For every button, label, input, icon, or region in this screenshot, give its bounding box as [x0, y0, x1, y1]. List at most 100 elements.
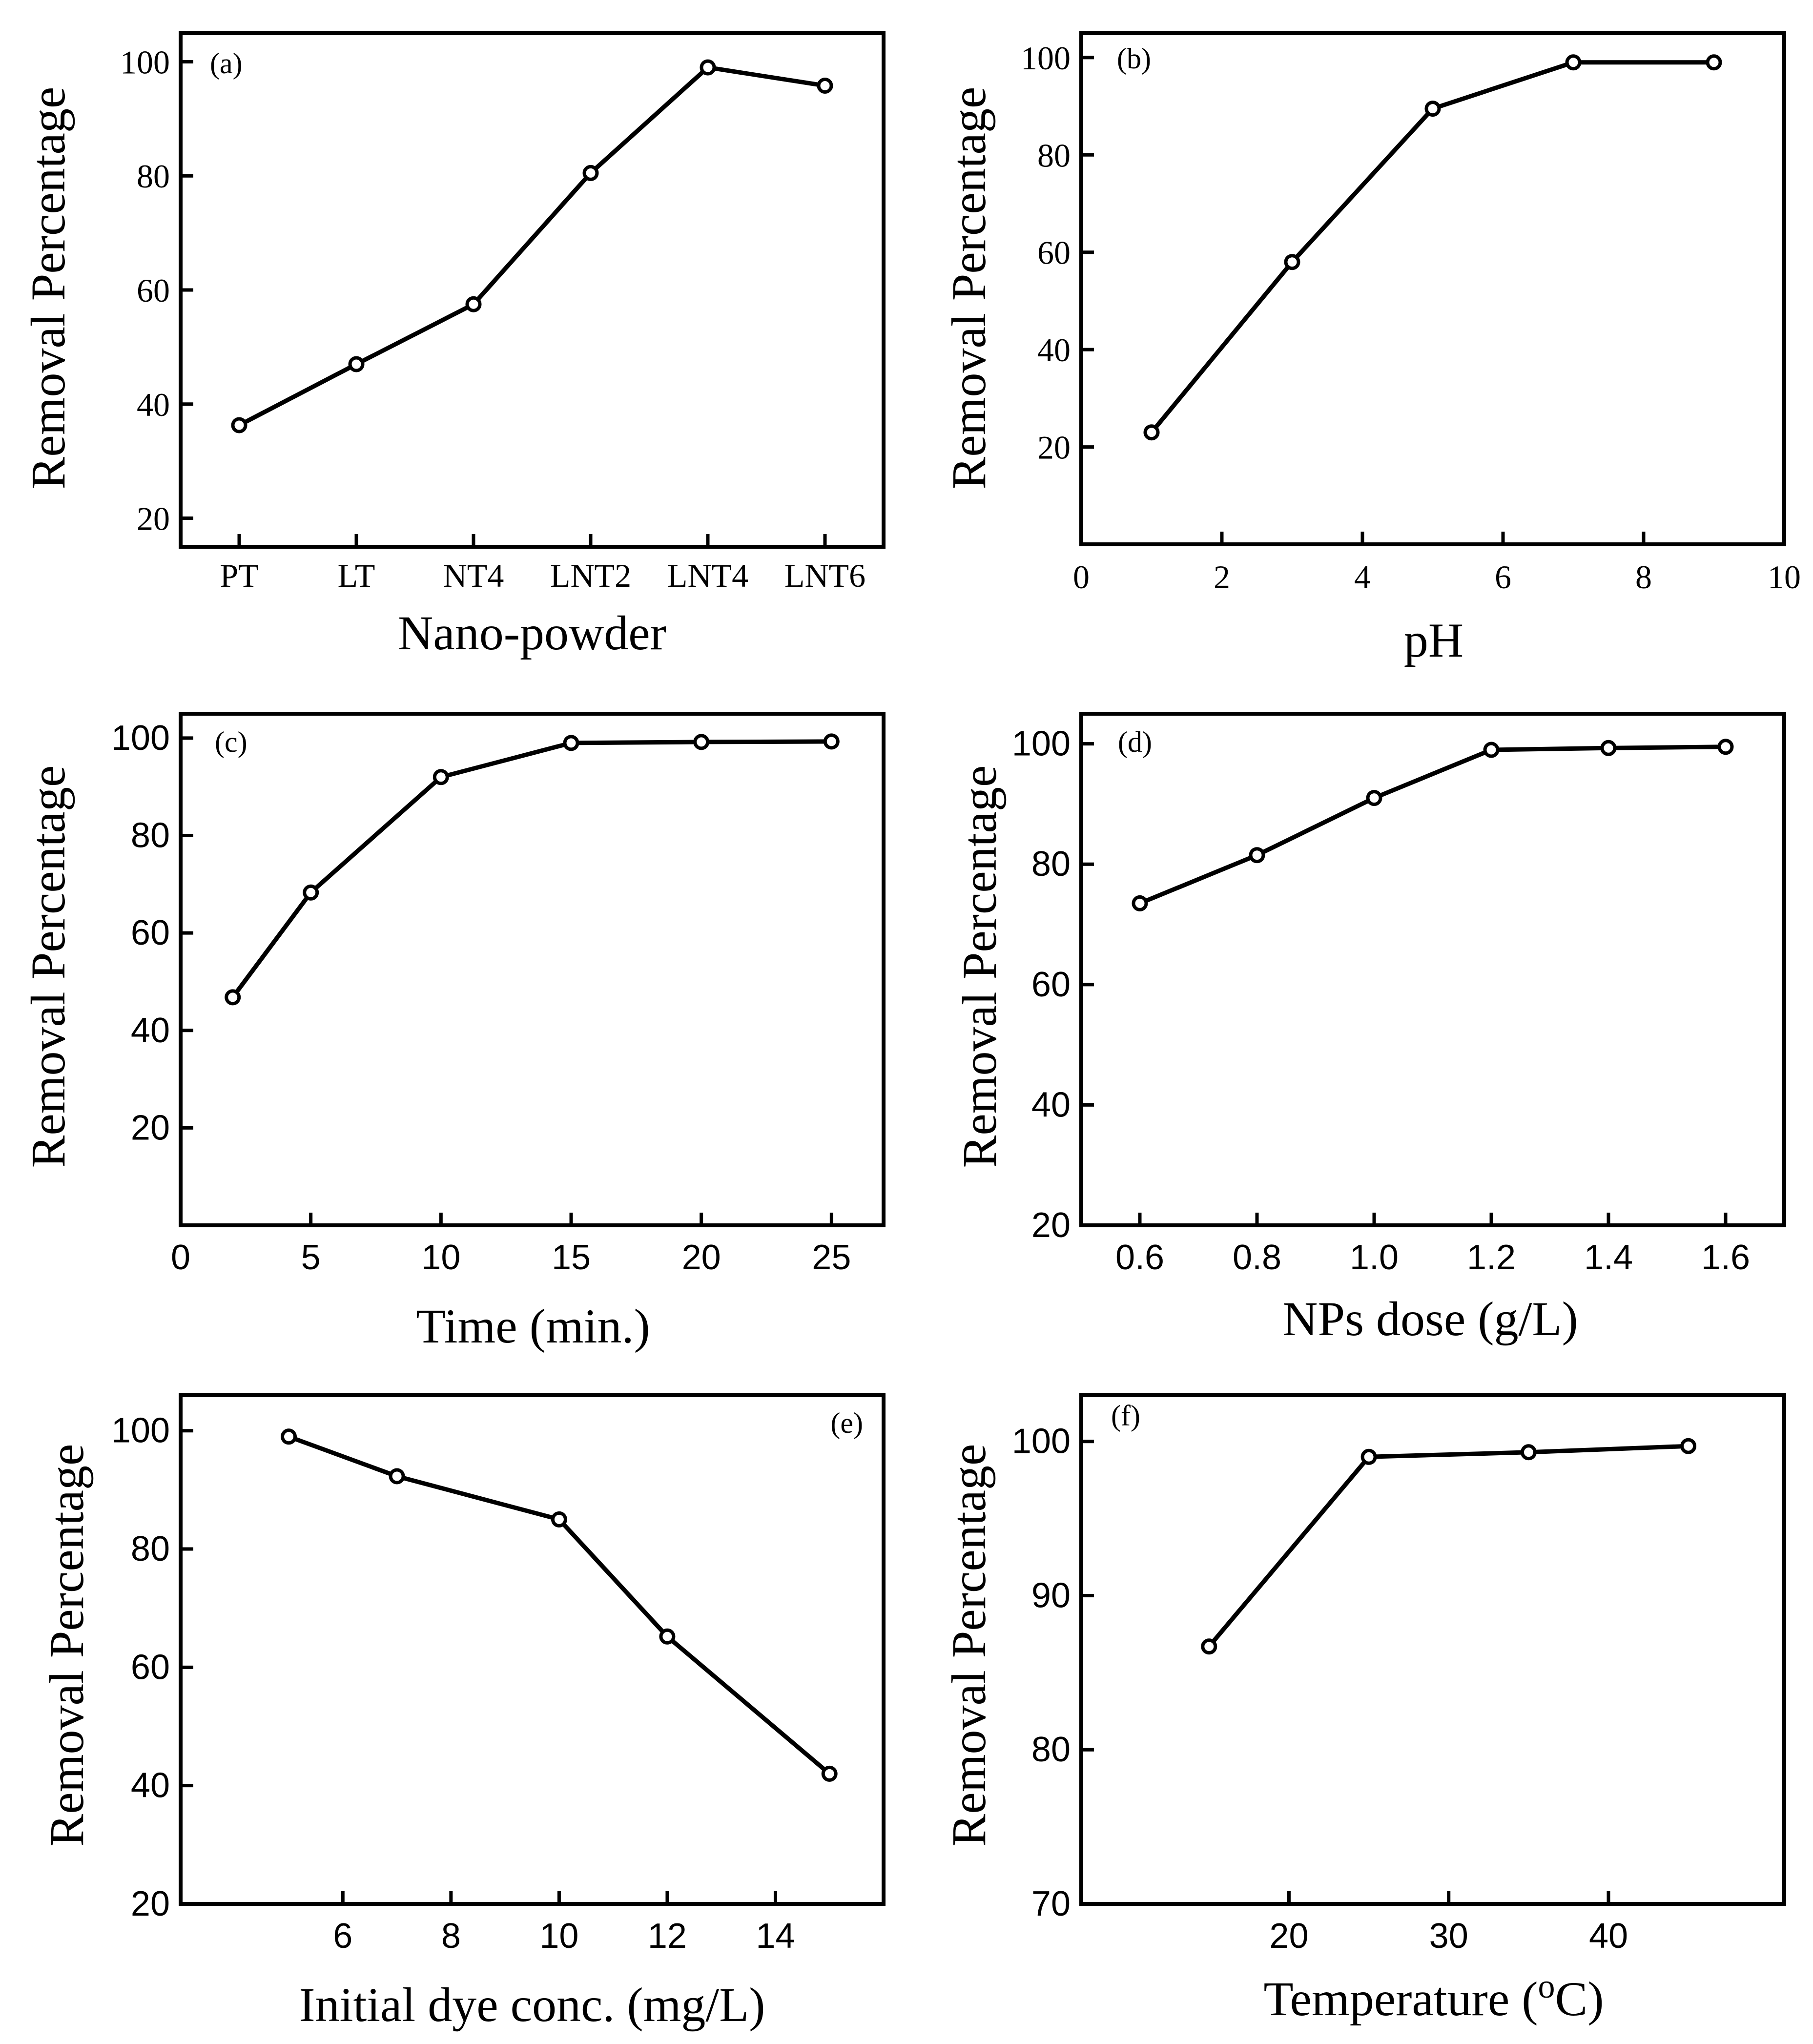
- y-tick-label: 100: [111, 1411, 170, 1450]
- x-axis-label: NPs dose (g/L): [1282, 1292, 1578, 1346]
- x-tick-label: 0.6: [1115, 1238, 1164, 1277]
- data-point: [1284, 254, 1300, 270]
- x-tick-label: 5: [301, 1238, 321, 1277]
- y-tick-label: 60: [1031, 965, 1071, 1004]
- y-tick-label: 90: [1031, 1576, 1071, 1615]
- data-point: [433, 769, 449, 785]
- y-tick-label: 80: [1031, 845, 1071, 884]
- x-tick-label: 0.8: [1233, 1238, 1281, 1277]
- y-axis-label: Removal Percentage: [942, 1444, 996, 1847]
- x-tick-label: 0: [1073, 558, 1090, 596]
- x-tick-label: LNT6: [784, 557, 865, 594]
- y-tick-label: 40: [131, 1766, 170, 1805]
- x-tick-label: 0: [171, 1238, 190, 1277]
- x-tick-label: NT4: [443, 557, 504, 594]
- y-tick-label: 100: [1012, 1422, 1071, 1461]
- plot-frame: [179, 712, 886, 1227]
- x-tick-label: 1.0: [1350, 1238, 1399, 1277]
- data-point: [1360, 1448, 1377, 1465]
- x-axis-label-superscript: o: [1538, 1968, 1555, 2005]
- series-line: [288, 1434, 831, 1776]
- x-tick-label: 20: [1269, 1917, 1308, 1956]
- y-tick-label: 60: [131, 1648, 170, 1687]
- y-tick-label: 80: [131, 1529, 170, 1569]
- y-tick-label: 100: [1012, 724, 1071, 764]
- x-axis-label: Initial dye conc. (mg/L): [299, 1978, 765, 2032]
- series-line: [1139, 744, 1726, 906]
- x-tick-label: 10: [1768, 558, 1801, 596]
- panel-c: Removal Percentage Time (min.) (c) 20 40 6…: [21, 712, 886, 1353]
- y-tick-label: 80: [137, 158, 170, 195]
- panel-tag: (d): [1118, 726, 1152, 758]
- x-axis-label: Temperature (oC): [1263, 1968, 1604, 2026]
- series-line: [238, 65, 825, 427]
- data-point: [821, 1765, 838, 1782]
- y-tick-label: 80: [131, 816, 170, 855]
- y-tick-label: 60: [131, 913, 170, 952]
- y-tick-label: 80: [1031, 1730, 1071, 1769]
- series-line: [1207, 1444, 1689, 1648]
- x-tick-label: 25: [812, 1238, 851, 1277]
- x-tick-label: 40: [1589, 1917, 1628, 1956]
- x-tick-label: 10: [421, 1238, 460, 1277]
- x-tick-label: 6: [333, 1917, 352, 1956]
- y-axis-label: Removal Percentage: [21, 87, 75, 490]
- y-tick-label: 40: [1031, 1085, 1071, 1124]
- x-tick-label: 30: [1429, 1917, 1468, 1956]
- data-point: [225, 989, 241, 1006]
- x-tick-label: 1.2: [1467, 1238, 1516, 1277]
- data-point: [281, 1428, 297, 1445]
- data-point: [1249, 847, 1265, 864]
- plot-frame: [1079, 31, 1786, 546]
- x-tick-label: 6: [1495, 558, 1511, 596]
- data-point: [231, 417, 247, 434]
- data-point: [1201, 1638, 1217, 1655]
- plot-frame: [179, 1393, 886, 1906]
- x-axis-label: Time (min.): [416, 1299, 650, 1353]
- panel-f: Removal Percentage Temperature (oC) (f) …: [942, 1393, 1786, 2026]
- series-line: [231, 739, 832, 999]
- y-axis-label: Removal Percentage: [40, 1444, 94, 1847]
- data-point: [1600, 740, 1617, 756]
- data-point: [1483, 742, 1500, 758]
- data-point: [1366, 790, 1382, 806]
- panel-d: Removal Percentage NPs dose (g/L) (d) 20…: [952, 712, 1786, 1346]
- data-point: [659, 1628, 676, 1645]
- data-point: [823, 733, 840, 750]
- y-tick-label: 20: [137, 500, 170, 537]
- plot-frame: [1079, 712, 1786, 1227]
- y-tick-label: 100: [111, 719, 170, 758]
- panel-tag: (b): [1117, 42, 1151, 75]
- data-point: [700, 59, 716, 76]
- x-axis-label: pH: [1404, 613, 1463, 667]
- x-tick-label: 20: [682, 1238, 721, 1277]
- x-tick-label: 12: [648, 1917, 687, 1956]
- panel-tag: (c): [215, 726, 247, 758]
- x-tick-label: 14: [756, 1917, 795, 1956]
- panel-a: Removal Percentage Nano-powder (a) 20 40 6…: [21, 31, 886, 660]
- data-point: [348, 356, 365, 372]
- x-tick-label: LT: [338, 557, 375, 594]
- x-tick-label: PT: [220, 557, 258, 594]
- x-tick-label: LNT4: [667, 557, 748, 594]
- x-tick-label: 8: [1635, 558, 1652, 596]
- y-tick-label: 100: [1021, 40, 1071, 77]
- y-tick-label: 20: [131, 1884, 170, 1923]
- data-point: [389, 1468, 405, 1485]
- x-tick-label: 8: [441, 1917, 461, 1956]
- y-tick-label: 40: [1037, 331, 1071, 369]
- data-point: [465, 296, 482, 312]
- data-point: [1143, 424, 1160, 441]
- data-point: [1132, 895, 1148, 911]
- y-axis-label: Removal Percentage: [952, 765, 1007, 1168]
- x-tick-label: 15: [552, 1238, 591, 1277]
- data-point: [1680, 1438, 1697, 1454]
- data-point: [582, 165, 599, 181]
- data-point: [563, 735, 579, 751]
- x-axis-label-end: C): [1555, 1972, 1604, 2026]
- x-axis-label: Nano-powder: [398, 606, 666, 660]
- panel-tag: (a): [210, 47, 243, 80]
- x-tick-label: 4: [1354, 558, 1371, 596]
- y-axis-label: Removal Percentage: [942, 87, 996, 490]
- y-tick-label: 40: [131, 1011, 170, 1050]
